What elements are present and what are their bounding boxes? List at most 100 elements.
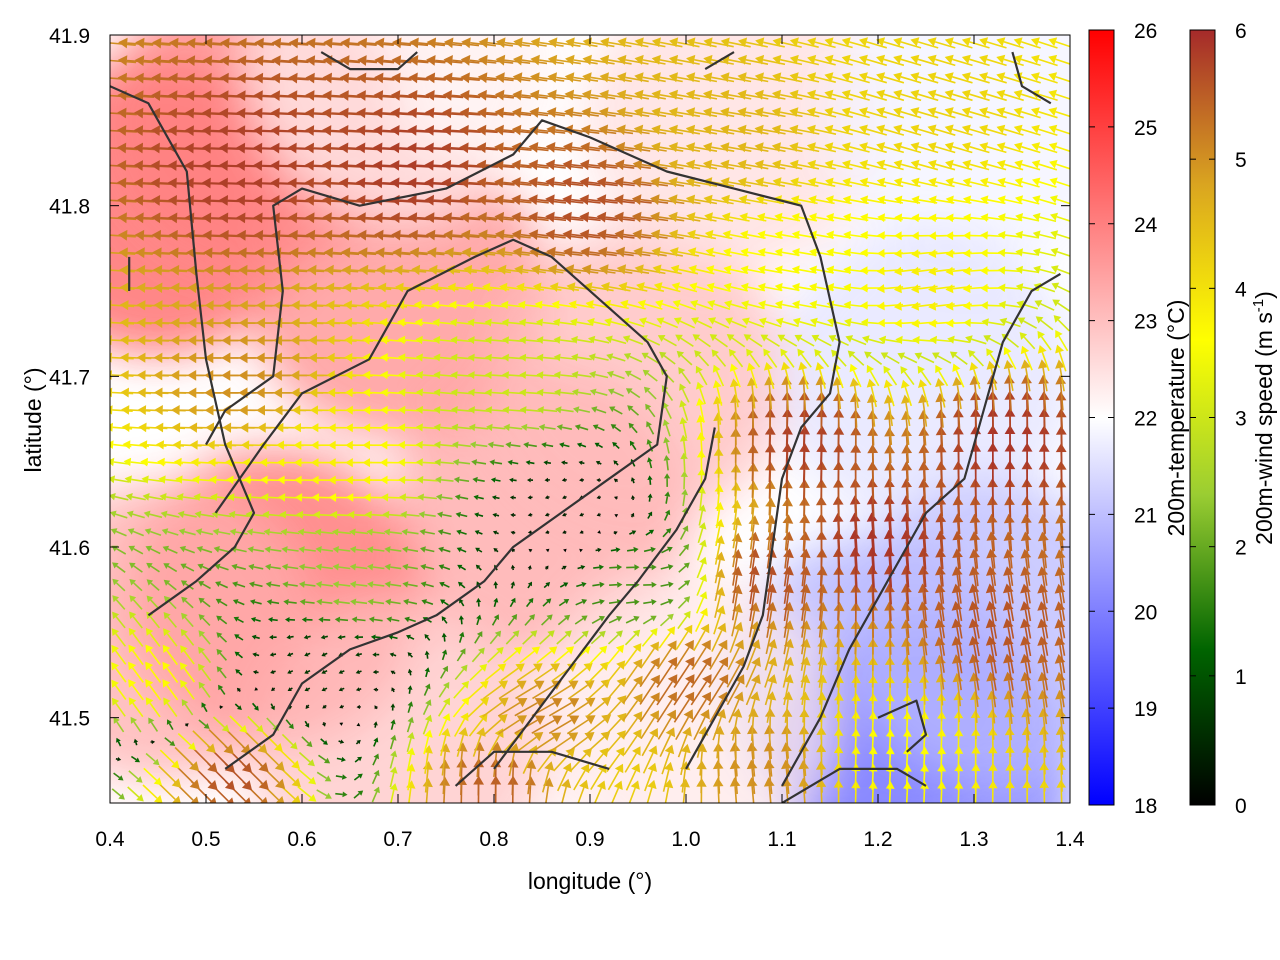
wind-arrow xyxy=(321,687,328,692)
wind-arrow xyxy=(125,493,146,501)
wind-arrow xyxy=(781,759,792,794)
wind-arrow xyxy=(677,610,691,630)
wind-arrow xyxy=(486,423,506,432)
wind-arrow xyxy=(675,624,693,651)
wind-arrow xyxy=(406,732,415,753)
wind-arrow xyxy=(697,522,707,544)
wind-arrow xyxy=(424,650,430,659)
wind-arrow xyxy=(484,318,507,327)
wind-arrow xyxy=(591,406,607,414)
wind-arrow xyxy=(196,546,213,554)
wind-arrow xyxy=(646,421,655,435)
wind-arrow xyxy=(180,628,195,646)
wind-arrow xyxy=(112,562,126,573)
wind-arrow xyxy=(285,719,294,730)
wind-arrow xyxy=(476,614,482,626)
wind-arrow xyxy=(343,317,374,328)
wind-arrow xyxy=(351,616,366,623)
wind-arrow xyxy=(714,586,726,618)
wind-arrow xyxy=(111,697,126,717)
wind-arrow xyxy=(514,698,546,717)
wind-arrow xyxy=(469,441,488,449)
wind-arrow xyxy=(1055,330,1069,352)
wind-arrow xyxy=(251,634,260,640)
wind-arrow xyxy=(315,563,334,571)
wind-arrow xyxy=(215,581,229,589)
wind-arrow xyxy=(484,663,507,682)
wind-arrow xyxy=(986,360,998,391)
wind-arrow xyxy=(355,652,363,657)
wind-colorbar-label-main: 200m-wind speed (m s xyxy=(1251,312,1277,545)
wind-arrow xyxy=(179,662,196,683)
wind-arrow xyxy=(746,759,758,795)
wind-arrow xyxy=(1003,513,1015,552)
wind-arrow xyxy=(509,477,517,483)
wind-arrow xyxy=(490,477,501,483)
wind-arrow xyxy=(422,699,432,716)
wind-arrow xyxy=(424,634,431,641)
wind-arrow xyxy=(421,599,434,606)
wind-arrow xyxy=(453,680,469,699)
wind-arrow xyxy=(516,663,543,682)
wind-arrow xyxy=(299,598,315,606)
wind-arrow xyxy=(918,565,929,605)
wind-arrow xyxy=(589,645,608,665)
wind-arrow xyxy=(364,510,387,519)
wind-arrow xyxy=(657,335,677,347)
wind-arrow xyxy=(489,459,503,466)
wind-arrow xyxy=(574,424,589,431)
wind-arrow xyxy=(232,581,246,588)
wind-arrow xyxy=(1021,513,1032,552)
wind-arrow xyxy=(969,362,981,390)
wind-arrow xyxy=(680,743,691,776)
wind-arrow xyxy=(316,771,332,782)
wind-arrow xyxy=(726,674,745,706)
wind-arrow xyxy=(678,562,690,573)
wind-arrow xyxy=(811,334,832,347)
wind-arrow xyxy=(690,656,712,688)
wind-arrow xyxy=(866,529,878,571)
wind-arrow xyxy=(468,423,489,432)
wind-arrow xyxy=(690,299,714,311)
wind-arrow xyxy=(532,732,562,752)
wind-arrow xyxy=(354,634,364,640)
wind-arrow xyxy=(111,679,127,700)
wind-arrow xyxy=(469,663,488,681)
wind-arrow xyxy=(656,691,677,723)
wind-arrow xyxy=(570,335,593,344)
wind-arrow xyxy=(371,786,380,803)
wind-arrow xyxy=(563,548,567,553)
wind-arrow xyxy=(252,670,259,675)
wind-arrow xyxy=(799,531,811,569)
wind-arrow xyxy=(815,362,826,389)
wind-arrow xyxy=(390,703,396,711)
wind-arrow xyxy=(350,598,368,606)
wind-arrow xyxy=(129,611,143,629)
wind-arrow xyxy=(402,563,418,571)
wind-arrow xyxy=(287,687,293,691)
wind-arrow xyxy=(673,656,695,688)
wind-arrow xyxy=(218,684,226,695)
wind-arrow xyxy=(338,687,345,692)
wind-arrow xyxy=(709,639,728,670)
wind-arrow xyxy=(747,377,758,409)
wind-arrow xyxy=(622,693,643,721)
wind-arrow xyxy=(935,530,947,570)
wind-arrow xyxy=(452,458,471,466)
wind-arrow xyxy=(473,494,484,501)
wind-arrow xyxy=(339,722,344,726)
wind-arrow xyxy=(457,564,467,571)
wind-arrow xyxy=(301,736,313,748)
wind-arrow xyxy=(983,335,1003,347)
wind-arrow xyxy=(1003,531,1015,569)
wind-arrow xyxy=(677,580,691,591)
wind-arrow xyxy=(1034,300,1055,311)
wind-arrow xyxy=(301,616,313,623)
wind-arrow xyxy=(321,669,328,674)
wind-arrow xyxy=(216,615,228,625)
wind-arrow xyxy=(269,634,277,640)
wind-arrow xyxy=(433,423,455,432)
wind-arrow xyxy=(849,377,860,409)
wind-arrow xyxy=(128,770,143,783)
wind-arrow xyxy=(525,460,535,466)
